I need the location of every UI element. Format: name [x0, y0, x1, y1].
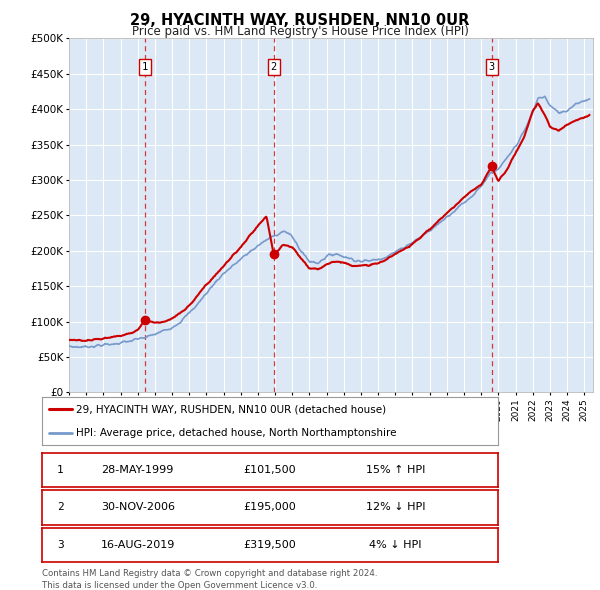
- Text: HPI: Average price, detached house, North Northamptonshire: HPI: Average price, detached house, Nort…: [76, 428, 397, 438]
- Text: 1: 1: [57, 465, 64, 474]
- Text: 4% ↓ HPI: 4% ↓ HPI: [369, 540, 422, 550]
- Text: 3: 3: [488, 62, 495, 71]
- Text: 29, HYACINTH WAY, RUSHDEN, NN10 0UR (detached house): 29, HYACINTH WAY, RUSHDEN, NN10 0UR (det…: [76, 404, 386, 414]
- Text: 2: 2: [57, 503, 64, 512]
- Text: 1: 1: [142, 62, 148, 71]
- Text: £101,500: £101,500: [244, 465, 296, 474]
- Text: £319,500: £319,500: [244, 540, 296, 550]
- Text: 2: 2: [271, 62, 277, 71]
- Text: 12% ↓ HPI: 12% ↓ HPI: [365, 503, 425, 512]
- Text: 15% ↑ HPI: 15% ↑ HPI: [366, 465, 425, 474]
- Text: 30-NOV-2006: 30-NOV-2006: [101, 503, 175, 512]
- Text: 28-MAY-1999: 28-MAY-1999: [101, 465, 174, 474]
- Text: 29, HYACINTH WAY, RUSHDEN, NN10 0UR: 29, HYACINTH WAY, RUSHDEN, NN10 0UR: [130, 13, 470, 28]
- Text: Price paid vs. HM Land Registry's House Price Index (HPI): Price paid vs. HM Land Registry's House …: [131, 25, 469, 38]
- Text: 16-AUG-2019: 16-AUG-2019: [101, 540, 175, 550]
- Text: £195,000: £195,000: [244, 503, 296, 512]
- Text: Contains HM Land Registry data © Crown copyright and database right 2024.
This d: Contains HM Land Registry data © Crown c…: [42, 569, 377, 590]
- Text: 3: 3: [57, 540, 64, 550]
